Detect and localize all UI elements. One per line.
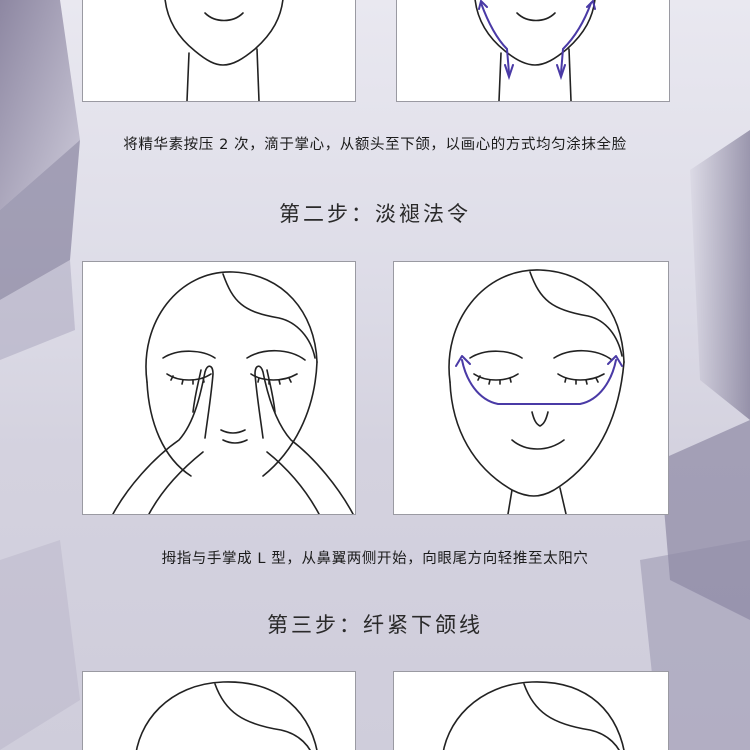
step2-illustration-right [393,261,669,515]
step3-title: 第三步：纤紧下颌线 [267,613,483,637]
face-illustration [164,0,284,101]
step3-illustration-left [82,671,356,750]
step1-caption: 将精华素按压 2 次，滴于掌心，从额头至下颌，以画心的方式均匀涂抹全脸 [123,137,627,153]
face-illustration-with-arrows [474,0,596,101]
step3-illustration-right [393,671,669,750]
step2-caption: 拇指与手掌成 L 型，从鼻翼两侧开始，向眼尾方向轻推至太阳穴 [161,551,589,567]
face-illustration [135,681,318,750]
step1-illustration-right [396,0,670,102]
step2-title: 第二步：淡褪法令 [279,202,471,226]
step1-illustration-left [82,0,356,102]
face-illustration [442,681,625,750]
face-illustration-under-eye-arrows [448,269,625,514]
face-hands-illustration [112,271,354,514]
step2-illustration-left [82,261,356,515]
